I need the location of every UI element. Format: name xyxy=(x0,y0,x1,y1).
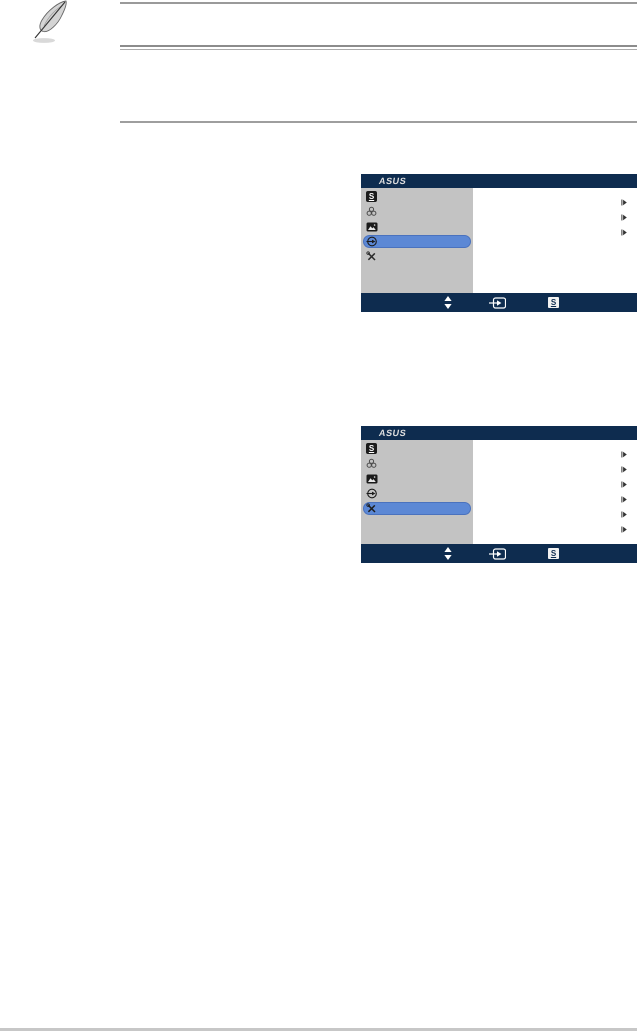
splendid-icon: S xyxy=(366,191,377,202)
sidebar-item-image[interactable] xyxy=(361,471,473,486)
color-icon xyxy=(366,458,377,469)
submenu-arrow-icon[interactable] xyxy=(621,490,627,503)
note-bottom-rule-lower xyxy=(120,49,637,50)
navigate-up-down-icon[interactable] xyxy=(444,296,452,309)
osd-content xyxy=(473,440,637,544)
input-select-key-icon[interactable] xyxy=(489,297,506,309)
page-footer-rule xyxy=(0,1028,637,1031)
submenu-arrow-icon[interactable] xyxy=(621,460,627,473)
splendid-icon-letter: S xyxy=(368,191,375,201)
osd-header: ASUS xyxy=(361,174,637,188)
osd-sidebar: S xyxy=(361,188,473,293)
osd-body: S xyxy=(361,188,637,293)
sidebar-item-system-setup[interactable] xyxy=(361,501,473,516)
osd-footer-bar: S xyxy=(361,544,637,563)
splendid-key-letter: S xyxy=(550,297,557,307)
sidebar-item-color[interactable] xyxy=(361,456,473,471)
selected-row-highlight xyxy=(363,235,471,248)
osd-body: S xyxy=(361,440,637,544)
navigate-up-down-icon[interactable] xyxy=(444,547,452,560)
splendid-key-letter: S xyxy=(550,548,557,558)
osd-footer-bar: S xyxy=(361,293,637,312)
splendid-icon-letter: S xyxy=(368,443,375,453)
submenu-arrow-icon[interactable] xyxy=(621,475,627,488)
sidebar-item-splendid[interactable]: S xyxy=(361,441,473,456)
note-top-rule xyxy=(120,2,637,4)
sidebar-item-image[interactable] xyxy=(361,219,473,234)
splendid-key-icon[interactable]: S xyxy=(548,297,559,308)
sidebar-item-input-select[interactable] xyxy=(361,486,473,501)
note-feather-icon xyxy=(33,0,67,43)
system-setup-icon xyxy=(366,503,377,514)
sidebar-item-system-setup[interactable] xyxy=(361,249,473,264)
image-icon xyxy=(366,474,378,484)
asus-logo: ASUS xyxy=(378,428,408,438)
sidebar-item-splendid[interactable]: S xyxy=(361,189,473,204)
osd-header: ASUS xyxy=(361,426,637,440)
splendid-icon: S xyxy=(366,443,377,454)
selected-row-highlight xyxy=(363,502,471,515)
submenu-arrow-icon[interactable] xyxy=(621,193,627,206)
submenu-arrow-icon[interactable] xyxy=(621,520,627,533)
submenu-arrow-icon[interactable] xyxy=(621,505,627,518)
osd-sidebar: S xyxy=(361,440,473,544)
section-divider-rule xyxy=(120,121,637,123)
note-bottom-rule-upper xyxy=(120,45,637,47)
submenu-arrow-icon[interactable] xyxy=(621,445,627,458)
input-select-icon xyxy=(366,488,378,499)
input-select-icon xyxy=(366,236,378,247)
osd-menu-input-select: ASUS S xyxy=(361,174,637,312)
osd-menu-system-setup: ASUS S xyxy=(361,426,637,563)
sidebar-item-input-select[interactable] xyxy=(361,234,473,249)
system-setup-icon xyxy=(366,251,377,262)
submenu-arrow-icon[interactable] xyxy=(621,223,627,236)
color-icon xyxy=(366,206,377,217)
osd-content xyxy=(473,188,637,293)
image-icon xyxy=(366,222,378,232)
splendid-key-icon[interactable]: S xyxy=(548,548,559,559)
asus-logo: ASUS xyxy=(378,176,408,186)
submenu-arrow-icon[interactable] xyxy=(621,208,627,221)
input-select-key-icon[interactable] xyxy=(489,548,506,560)
sidebar-item-color[interactable] xyxy=(361,204,473,219)
